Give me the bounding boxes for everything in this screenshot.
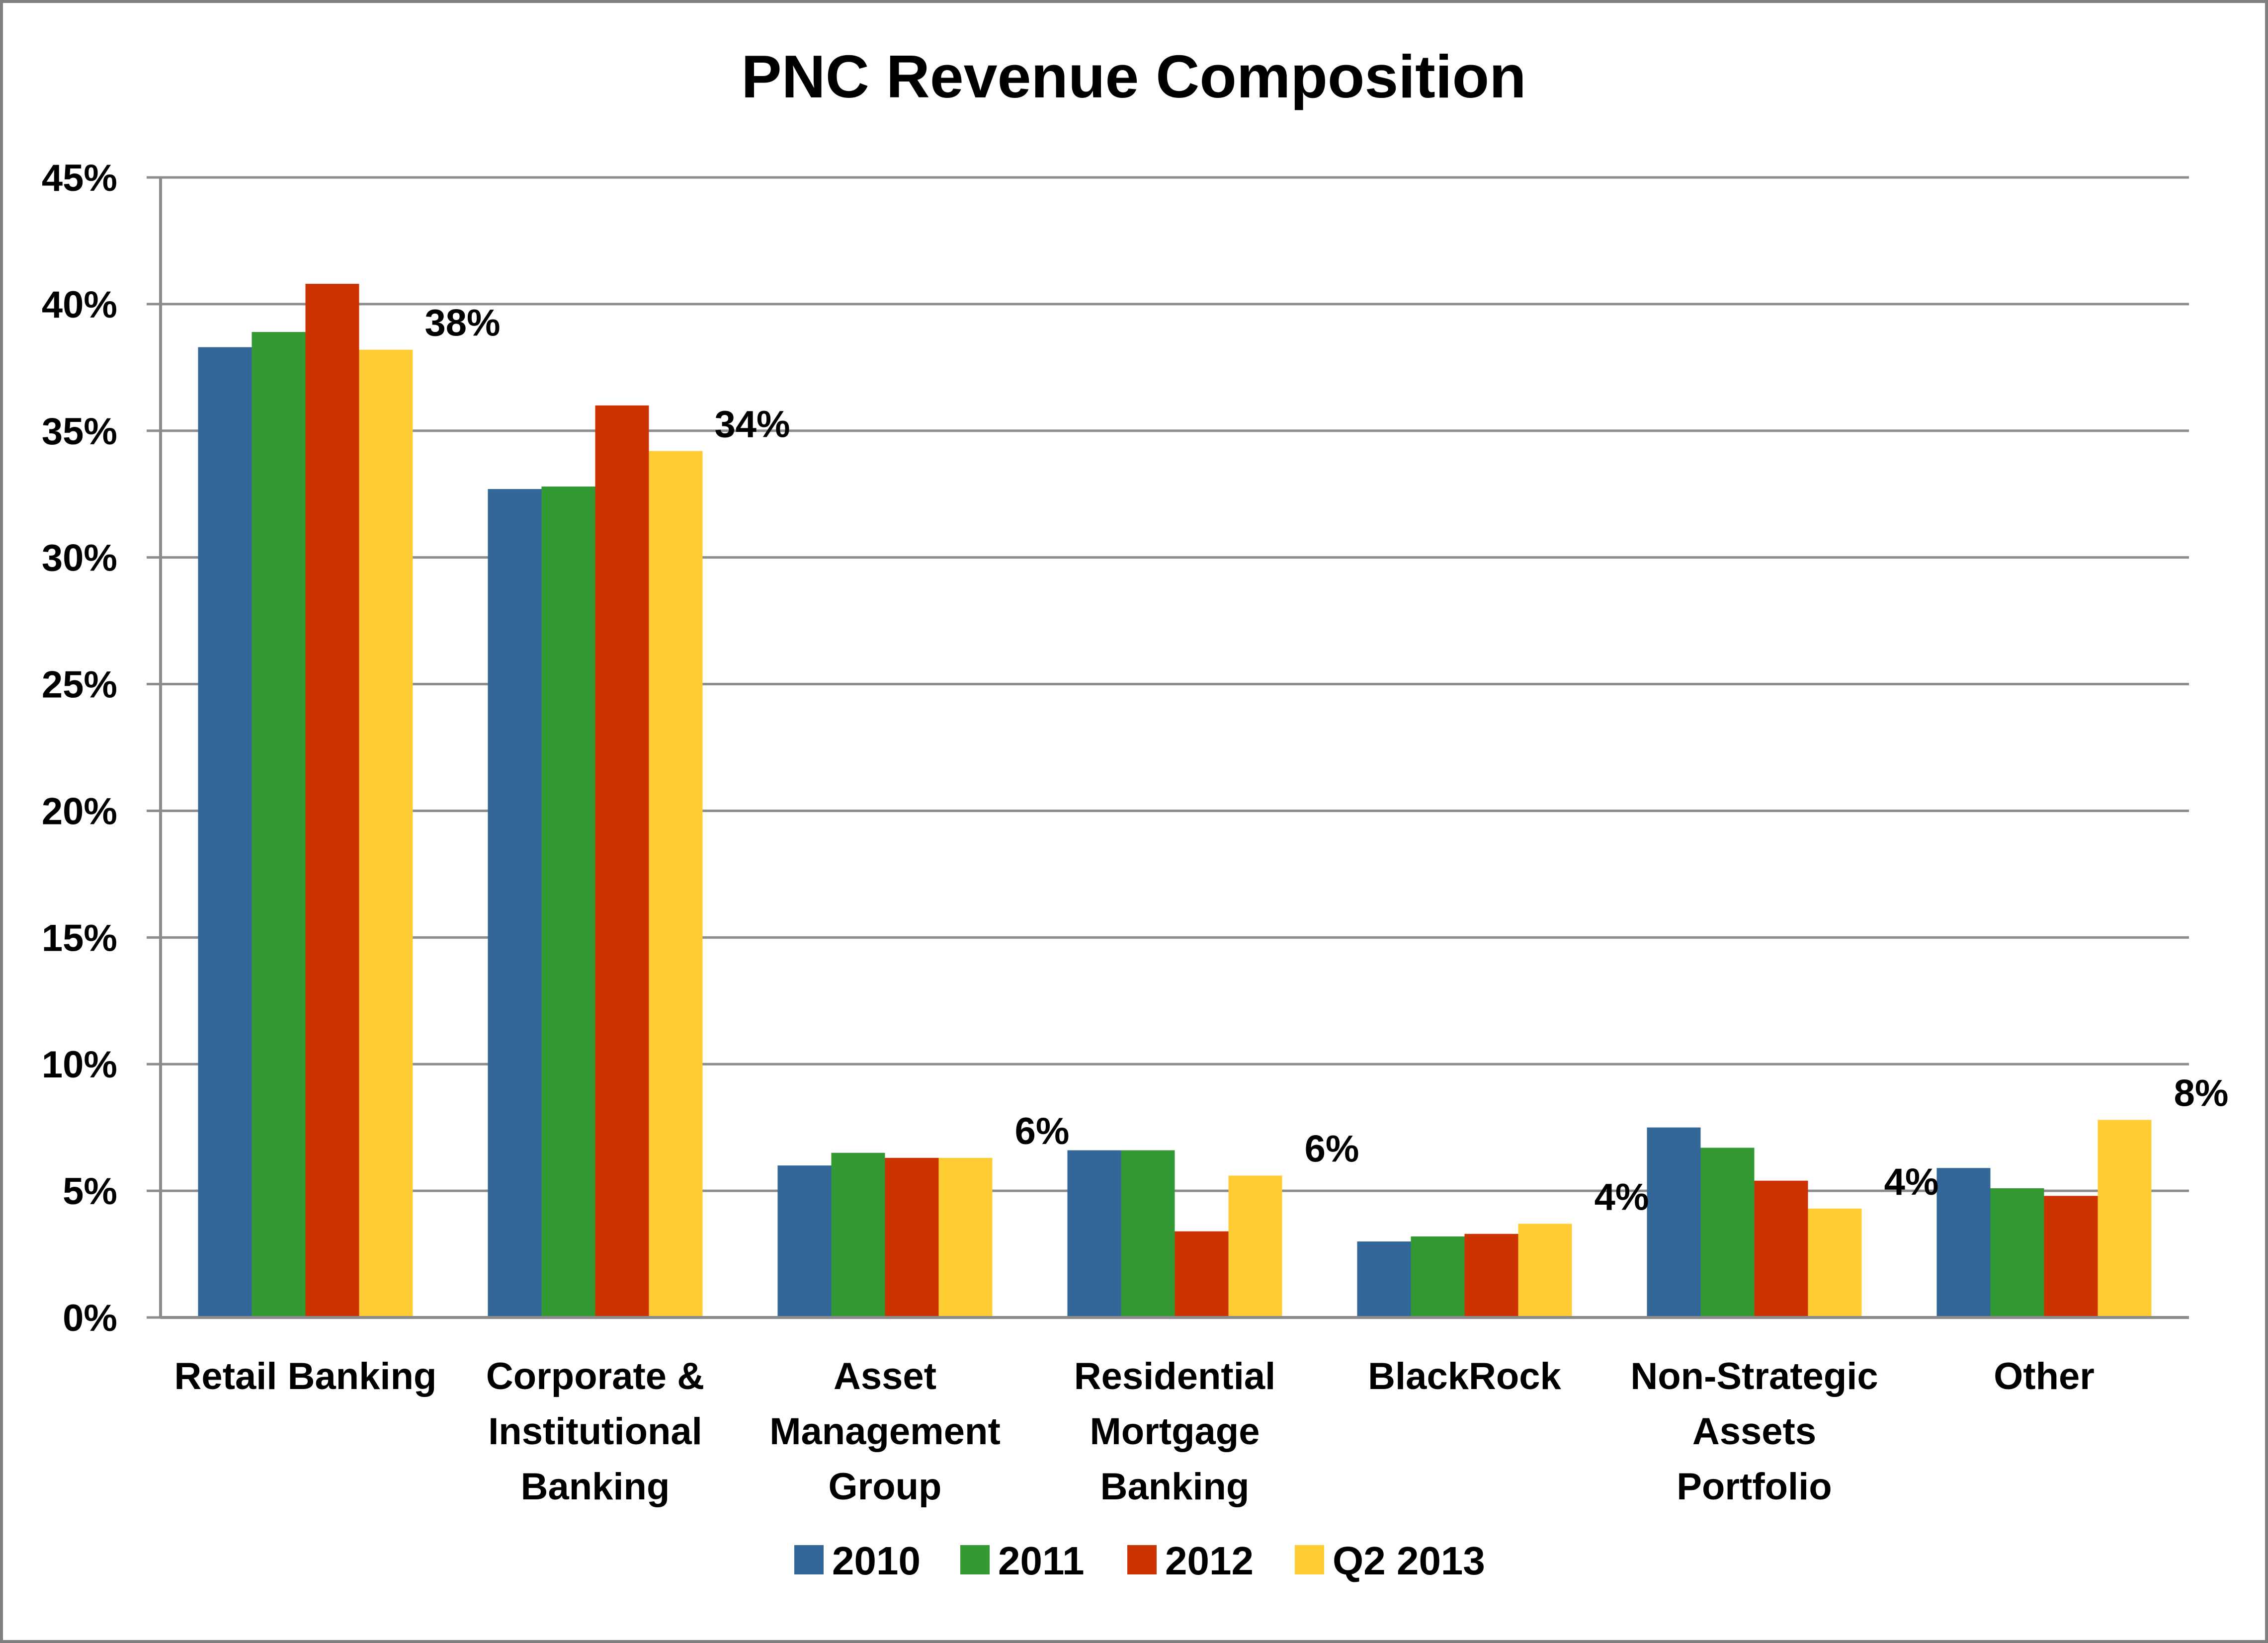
category-label: Asset Management Group bbox=[769, 1355, 1001, 1508]
y-tick-label: 0% bbox=[63, 1297, 117, 1339]
axes bbox=[159, 177, 2189, 1319]
bar-2011 bbox=[831, 1152, 885, 1317]
bar-2010 bbox=[1067, 1150, 1121, 1317]
legend-label: Q2 2013 bbox=[1333, 1539, 1485, 1583]
bar-2010 bbox=[488, 489, 542, 1318]
data-label: 34% bbox=[714, 404, 790, 446]
bar-2010 bbox=[1647, 1127, 1701, 1317]
y-tick-label: 35% bbox=[42, 411, 117, 453]
bar-2012 bbox=[1754, 1180, 1808, 1317]
bar-q2-2013 bbox=[1518, 1224, 1572, 1317]
legend-swatch bbox=[960, 1545, 990, 1574]
category-label: Other bbox=[1994, 1355, 2095, 1397]
y-tick-label: 45% bbox=[42, 157, 117, 199]
bar-2012 bbox=[595, 405, 649, 1317]
data-labels: 38% 34% 6% 6% 4% 4% 8% bbox=[424, 302, 2228, 1219]
legend-swatch bbox=[1295, 1545, 1324, 1574]
data-label: 6% bbox=[1015, 1110, 1070, 1152]
y-tick-label: 15% bbox=[42, 917, 117, 959]
bar-2010 bbox=[1357, 1241, 1411, 1317]
bar-2012 bbox=[885, 1157, 939, 1317]
bar-2012 bbox=[305, 284, 359, 1317]
legend-label: 2010 bbox=[832, 1539, 921, 1583]
bar-q2-2013 bbox=[1808, 1208, 1862, 1317]
y-tick-label: 10% bbox=[42, 1044, 117, 1086]
bar-2010 bbox=[777, 1165, 832, 1317]
y-tick-label: 25% bbox=[42, 664, 117, 706]
legend-label: 2012 bbox=[1165, 1539, 1254, 1583]
bar-q2-2013 bbox=[649, 451, 703, 1317]
data-label: 4% bbox=[1595, 1176, 1649, 1218]
x-axis-categories: Retail Banking Corporate & Institutional Ba… bbox=[174, 1355, 2095, 1508]
bar-2011 bbox=[541, 486, 595, 1317]
y-tick-label: 40% bbox=[42, 284, 117, 326]
category-label: Corporate & Institutional Banking bbox=[486, 1355, 704, 1508]
bar-2011 bbox=[1411, 1236, 1465, 1317]
category-label: Residential Mortgage Banking bbox=[1074, 1355, 1275, 1508]
bars bbox=[198, 284, 2152, 1318]
legend-swatch bbox=[1127, 1545, 1157, 1574]
category-label: Retail Banking bbox=[174, 1355, 437, 1397]
y-axis-ticks: 0% 5% 10% 15% 20% 25% 30% 35% 40% 45% bbox=[42, 157, 161, 1339]
bar-2010 bbox=[1936, 1168, 1991, 1317]
data-label: 4% bbox=[1884, 1161, 1939, 1203]
category-label: BlackRock bbox=[1368, 1355, 1561, 1397]
bar-2011 bbox=[1121, 1150, 1175, 1317]
bar-2012 bbox=[1464, 1233, 1518, 1317]
bar-q2-2013 bbox=[359, 349, 413, 1317]
legend-swatch bbox=[794, 1545, 824, 1574]
y-tick-label: 5% bbox=[63, 1170, 117, 1213]
bar-2011 bbox=[252, 331, 306, 1318]
data-label: 6% bbox=[1305, 1128, 1359, 1170]
chart-title: PNC Revenue Composition bbox=[741, 43, 1526, 110]
bar-2012 bbox=[2044, 1196, 2098, 1317]
legend: 2010 2011 2012 Q2 2013 bbox=[794, 1539, 1485, 1583]
legend-label: 2011 bbox=[998, 1539, 1085, 1583]
bar-q2-2013 bbox=[938, 1157, 993, 1317]
data-label: 8% bbox=[2174, 1072, 2229, 1114]
y-tick-label: 20% bbox=[42, 790, 117, 832]
bar-q2-2013 bbox=[1228, 1175, 1282, 1317]
bar-2012 bbox=[1175, 1231, 1229, 1317]
bar-2011 bbox=[1990, 1188, 2044, 1317]
bar-q2-2013 bbox=[2098, 1120, 2152, 1317]
category-label: Non-Strategic Assets Portfolio bbox=[1630, 1355, 1878, 1508]
bar-2011 bbox=[1700, 1148, 1755, 1317]
bar-2010 bbox=[198, 347, 252, 1318]
data-label: 38% bbox=[424, 302, 500, 344]
y-tick-label: 30% bbox=[42, 537, 117, 579]
